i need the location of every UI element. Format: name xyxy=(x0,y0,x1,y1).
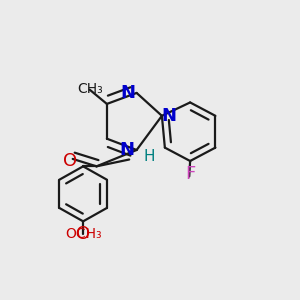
Text: O: O xyxy=(63,152,77,170)
Text: CH₃: CH₃ xyxy=(78,82,104,96)
Text: N: N xyxy=(121,84,136,102)
Text: H: H xyxy=(143,149,155,164)
Text: N: N xyxy=(119,141,134,159)
Text: N: N xyxy=(161,107,176,125)
Text: O: O xyxy=(76,225,90,243)
Text: OCH₃: OCH₃ xyxy=(65,227,101,241)
Text: F: F xyxy=(186,166,196,184)
